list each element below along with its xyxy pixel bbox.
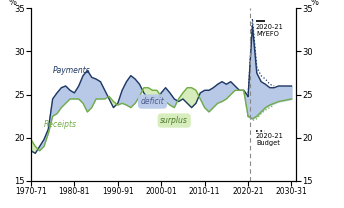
Text: Receipts: Receipts — [44, 120, 77, 129]
Text: 2020-21
Budget: 2020-21 Budget — [256, 134, 284, 146]
Text: %: % — [8, 0, 17, 7]
Text: 2020-21
MYEFO: 2020-21 MYEFO — [256, 24, 284, 37]
Text: Payments: Payments — [53, 66, 90, 75]
Text: deficit: deficit — [141, 97, 164, 106]
Text: surplus: surplus — [160, 116, 188, 125]
Text: %: % — [310, 0, 319, 7]
